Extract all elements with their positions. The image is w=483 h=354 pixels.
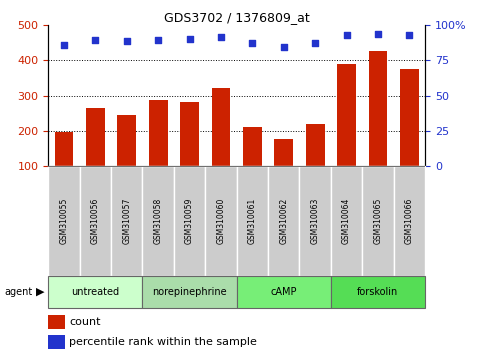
Point bbox=[374, 32, 382, 37]
Text: GSM310060: GSM310060 bbox=[216, 198, 226, 245]
Text: untreated: untreated bbox=[71, 287, 119, 297]
Text: GSM310062: GSM310062 bbox=[279, 198, 288, 244]
Text: GSM310056: GSM310056 bbox=[91, 198, 100, 245]
Point bbox=[280, 44, 288, 50]
Bar bbox=[180, 102, 199, 166]
Text: GSM310055: GSM310055 bbox=[59, 198, 69, 245]
Text: forskolin: forskolin bbox=[357, 287, 398, 297]
Bar bbox=[400, 69, 419, 166]
FancyBboxPatch shape bbox=[299, 166, 331, 276]
FancyBboxPatch shape bbox=[142, 276, 237, 308]
Point bbox=[155, 37, 162, 42]
Point bbox=[343, 33, 351, 38]
Bar bbox=[48, 335, 65, 348]
Text: count: count bbox=[69, 318, 100, 327]
Text: GSM310061: GSM310061 bbox=[248, 198, 257, 244]
Bar bbox=[306, 124, 325, 166]
Text: GSM310064: GSM310064 bbox=[342, 198, 351, 245]
Point bbox=[406, 32, 413, 38]
Title: GDS3702 / 1376809_at: GDS3702 / 1376809_at bbox=[164, 11, 310, 24]
Text: GSM310065: GSM310065 bbox=[373, 198, 383, 245]
FancyBboxPatch shape bbox=[362, 166, 394, 276]
Point bbox=[217, 34, 225, 40]
FancyBboxPatch shape bbox=[111, 166, 142, 276]
Point bbox=[312, 40, 319, 46]
Text: ▶: ▶ bbox=[36, 287, 45, 297]
Bar bbox=[243, 127, 262, 166]
FancyBboxPatch shape bbox=[331, 166, 362, 276]
Bar bbox=[369, 51, 387, 166]
Text: percentile rank within the sample: percentile rank within the sample bbox=[69, 337, 257, 347]
Text: cAMP: cAMP bbox=[270, 287, 297, 297]
FancyBboxPatch shape bbox=[80, 166, 111, 276]
FancyBboxPatch shape bbox=[237, 276, 331, 308]
FancyBboxPatch shape bbox=[268, 166, 299, 276]
Bar bbox=[274, 139, 293, 166]
Point bbox=[60, 42, 68, 47]
Bar bbox=[55, 132, 73, 166]
Bar bbox=[149, 100, 168, 166]
Bar bbox=[117, 115, 136, 166]
Text: norepinephrine: norepinephrine bbox=[152, 287, 227, 297]
Point bbox=[186, 36, 194, 42]
Text: GSM310057: GSM310057 bbox=[122, 198, 131, 245]
Text: GSM310059: GSM310059 bbox=[185, 198, 194, 245]
Text: GSM310063: GSM310063 bbox=[311, 198, 320, 245]
FancyBboxPatch shape bbox=[142, 166, 174, 276]
Bar bbox=[48, 315, 65, 329]
FancyBboxPatch shape bbox=[48, 276, 142, 308]
FancyBboxPatch shape bbox=[394, 166, 425, 276]
FancyBboxPatch shape bbox=[174, 166, 205, 276]
FancyBboxPatch shape bbox=[331, 276, 425, 308]
Point bbox=[123, 38, 131, 44]
Bar bbox=[337, 64, 356, 166]
Text: GSM310066: GSM310066 bbox=[405, 198, 414, 245]
Point bbox=[249, 40, 256, 46]
Bar bbox=[212, 88, 230, 166]
Point bbox=[92, 37, 99, 42]
FancyBboxPatch shape bbox=[205, 166, 237, 276]
Text: GSM310058: GSM310058 bbox=[154, 198, 163, 244]
Bar bbox=[86, 108, 105, 166]
FancyBboxPatch shape bbox=[48, 166, 80, 276]
FancyBboxPatch shape bbox=[237, 166, 268, 276]
Text: agent: agent bbox=[5, 287, 33, 297]
